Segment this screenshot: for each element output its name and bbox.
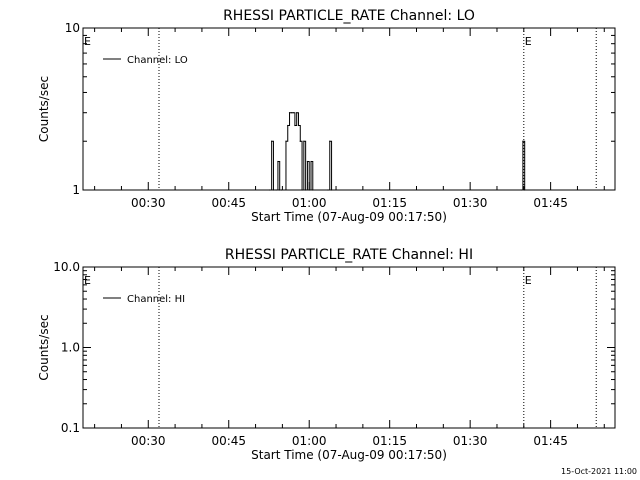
data-point	[524, 189, 526, 191]
series-line	[269, 112, 526, 191]
data-point	[269, 189, 271, 191]
x-axis-label: Start Time (07-Aug-09 00:17:50)	[251, 210, 447, 224]
data-point	[292, 112, 294, 114]
data-point	[305, 189, 307, 191]
data-point	[301, 189, 303, 191]
x-tick-label: 01:15	[372, 196, 407, 210]
x-tick-label: 01:30	[453, 434, 488, 448]
data-point	[327, 189, 329, 191]
x-tick-label: 01:45	[533, 434, 568, 448]
x-tick-label: 01:45	[533, 196, 568, 210]
data-point	[296, 112, 298, 114]
y-tick-label: 1	[72, 183, 80, 197]
data-point	[279, 189, 281, 191]
data-point	[520, 189, 522, 191]
y-axis-label: Counts/sec	[37, 76, 51, 142]
x-tick-label: 01:00	[292, 196, 327, 210]
plot-frame	[82, 266, 616, 429]
data-point	[330, 189, 333, 191]
event-marker-label: E	[84, 274, 91, 287]
data-point	[297, 124, 300, 127]
event-marker-label: E	[525, 35, 532, 48]
chart-title: RHESSI PARTICLE_RATE Channel: HI	[225, 247, 473, 263]
data-point	[280, 189, 283, 191]
y-tick-label: 10.0	[53, 260, 80, 274]
x-tick-label: 00:30	[131, 434, 166, 448]
chart-title: RHESSI PARTICLE_RATE Channel: LO	[223, 8, 475, 24]
data-point	[290, 112, 292, 114]
data-point	[312, 189, 314, 191]
x-tick-label: 01:15	[372, 434, 407, 448]
plot-frame	[82, 27, 616, 191]
data-point	[310, 160, 312, 163]
y-tick-label: 0.1	[61, 421, 80, 435]
event-marker-label: E	[525, 274, 532, 287]
data-point	[308, 189, 310, 191]
x-tick-label: 00:30	[131, 196, 166, 210]
data-point	[287, 124, 289, 127]
data-point	[522, 140, 524, 142]
footer-timestamp: 15-Oct-2021 11:00	[561, 467, 637, 476]
data-point	[329, 140, 331, 142]
x-tick-label: 00:45	[211, 196, 246, 210]
data-point	[306, 160, 309, 163]
x-tick-label: 01:30	[453, 196, 488, 210]
event-marker-label: E	[84, 35, 91, 48]
y-axis-label: Counts/sec	[37, 314, 51, 380]
x-axis-label: Start Time (07-Aug-09 00:17:50)	[251, 448, 447, 462]
legend-entry: Channel: HI	[127, 294, 185, 305]
data-point	[272, 189, 275, 191]
panel-lo: RHESSI PARTICLE_RATE Channel: LO 00:30 00:…	[37, 8, 616, 224]
panel-hi: RHESSI PARTICLE_RATE Channel: HI 00:30 00:…	[37, 247, 616, 462]
data-point	[299, 140, 301, 142]
y-tick-label: 10	[65, 21, 80, 35]
data-point	[294, 124, 296, 127]
x-tick-label: 00:45	[211, 434, 246, 448]
data-point	[277, 160, 279, 163]
y-tick-label: 1.0	[61, 341, 80, 355]
data-point	[275, 189, 277, 191]
legend-entry: Channel: LO	[127, 55, 188, 66]
data-point	[271, 140, 273, 142]
data-point	[285, 140, 287, 142]
data-point	[288, 112, 291, 114]
x-tick-label: 01:00	[292, 434, 327, 448]
data-point	[303, 140, 305, 142]
